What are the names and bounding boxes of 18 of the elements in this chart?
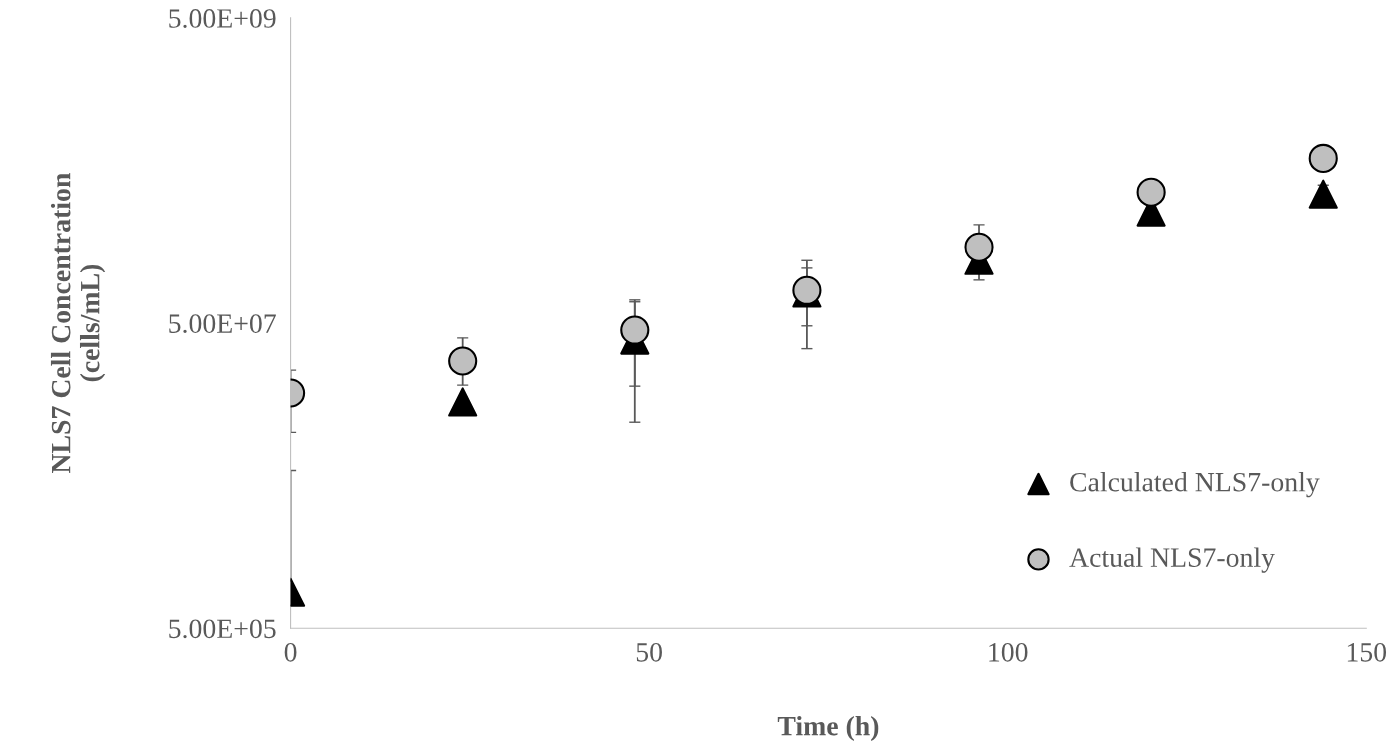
point (448, 387, 478, 417)
point (1136, 177, 1166, 207)
x-tick-label: 50 (636, 642, 662, 662)
y-tick-label: 5.00E+09 (169, 9, 276, 28)
x-tick-label: 100 (989, 642, 1028, 662)
x-tick-label: 150 (1347, 642, 1387, 662)
x-tick-label: 0 (284, 642, 297, 662)
point (1308, 143, 1338, 173)
y-axis-title: NLS7 Cell Concentration (cells/mL) (50, 173, 106, 474)
point (1308, 179, 1338, 209)
y-tick-label: 5.00E+05 (169, 619, 276, 639)
point (620, 315, 650, 345)
point (964, 232, 994, 262)
point (448, 346, 478, 376)
legend-label: Calculated NLS7-only (1070, 472, 1320, 498)
legend-label: Actual NLS7-only (1069, 547, 1275, 573)
x-axis-title: Time (h) (777, 715, 879, 742)
y-tick-label: 5.00E+07 (169, 314, 276, 334)
